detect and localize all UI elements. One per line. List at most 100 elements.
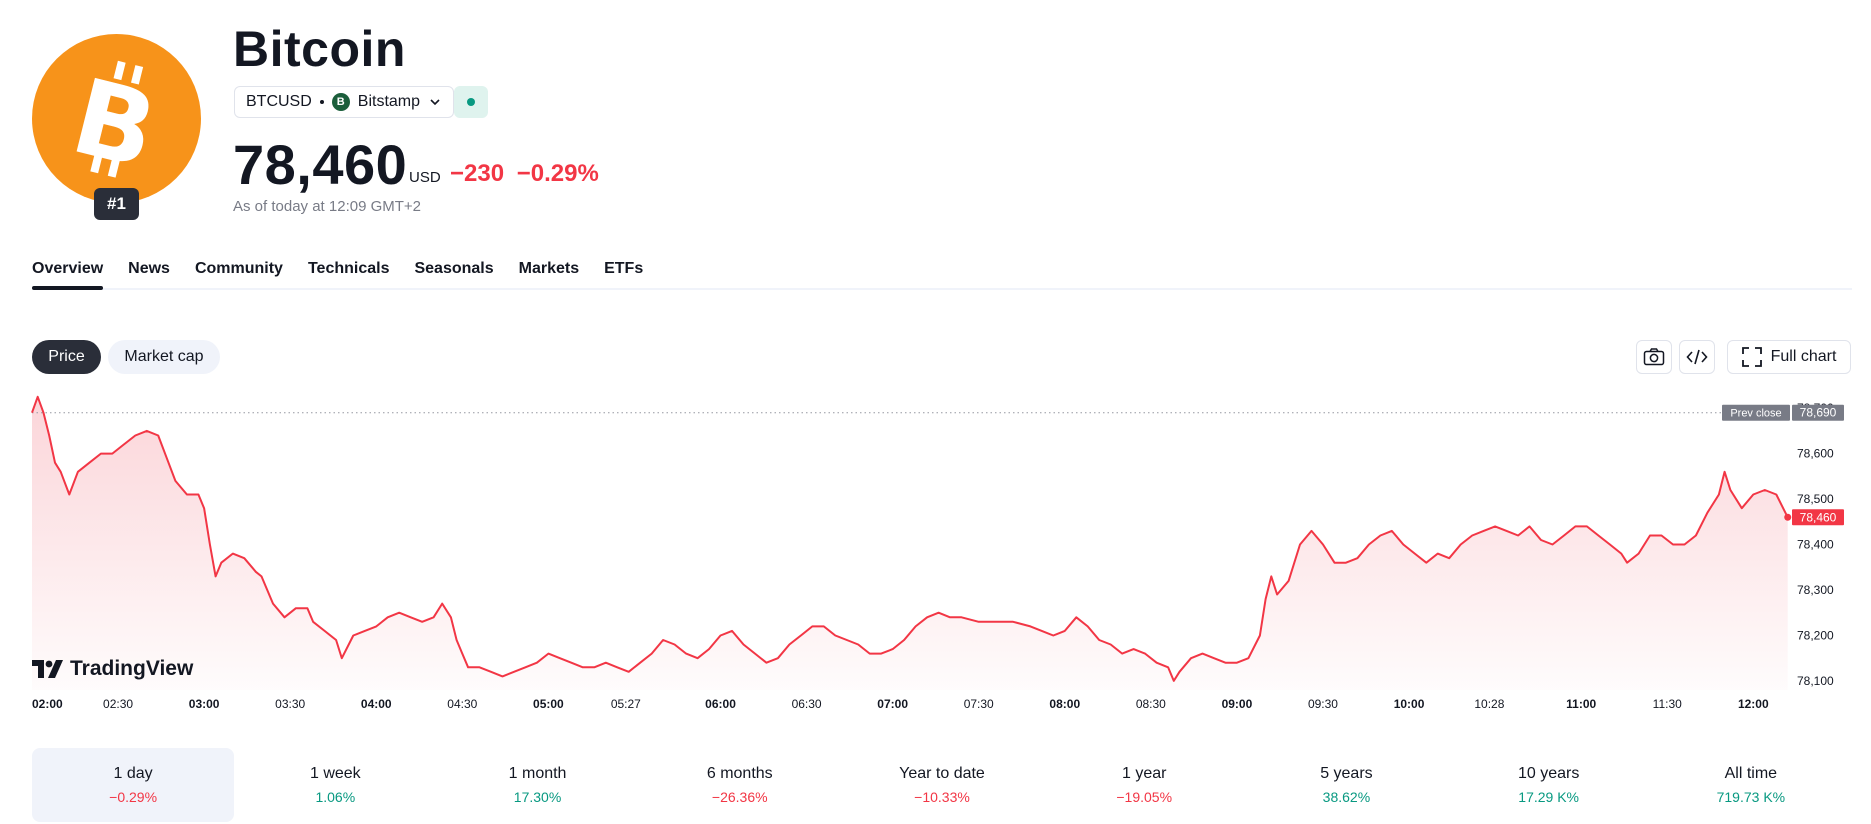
x-tick-label: 10:00	[1394, 697, 1425, 711]
tab-technicals[interactable]: Technicals	[307, 260, 390, 277]
period-1-day[interactable]: 1 day −0.29%	[32, 748, 235, 822]
market-open-dot-icon	[467, 98, 475, 106]
tab-seasonals[interactable]: Seasonals	[414, 260, 494, 277]
period-label: 1 year	[1121, 765, 1167, 782]
x-tick-label: 11:30	[1653, 697, 1682, 711]
period-label: 1 day	[113, 765, 153, 782]
period-label: 6 months	[706, 765, 773, 782]
last-price-tag	[1792, 509, 1844, 526]
bitcoin-icon: B	[32, 34, 201, 203]
x-tick-label: 02:30	[103, 697, 133, 711]
tab-overview[interactable]: Overview	[32, 260, 104, 290]
price-series-line	[31, 395, 1789, 682]
period-year-to-date[interactable]: Year to date −10.33%	[841, 748, 1043, 822]
period-label: 10 years	[1517, 765, 1580, 782]
exchange-label: Bitstamp	[357, 93, 421, 110]
price-change: −230 −0.29%	[450, 160, 599, 188]
period-1-month[interactable]: 1 month 17.30%	[436, 748, 638, 822]
rank-badge: #1	[94, 188, 139, 220]
page-title: Bitcoin	[233, 21, 406, 77]
embed-button[interactable]	[1679, 340, 1715, 374]
x-tick-label: 04:00	[361, 697, 392, 711]
last-price-point	[1784, 513, 1792, 521]
price-toggle-button[interactable]: Price	[32, 340, 101, 374]
camera-icon	[1643, 348, 1665, 366]
period-change: 1.06%	[315, 789, 356, 805]
x-tick-label: 06:30	[792, 697, 822, 711]
y-tick-label: 78,200	[1797, 628, 1834, 642]
period-change: −10.33%	[914, 789, 970, 805]
x-tick-label: 09:30	[1308, 697, 1338, 711]
tab-etfs[interactable]: ETFs	[604, 260, 644, 277]
period-change: −19.05%	[1116, 789, 1173, 805]
tab-news[interactable]: News	[128, 260, 170, 277]
period-label: All time	[1724, 765, 1778, 782]
full-chart-button[interactable]: Full chart	[1727, 340, 1851, 374]
period-5-years[interactable]: 5 years 38.62%	[1245, 748, 1447, 822]
period-change: −0.29%	[109, 789, 158, 805]
x-tick-label: 09:00	[1222, 697, 1253, 711]
y-tick-label: 78,600	[1797, 447, 1834, 461]
separator-dot	[319, 100, 324, 104]
x-tick-label: 10:28	[1474, 697, 1504, 711]
x-tick-label: 05:00	[533, 697, 564, 711]
prev-close-tag	[1722, 404, 1790, 421]
current-price: 78,460	[233, 133, 408, 196]
period-1-week[interactable]: 1 week 1.06%	[234, 748, 436, 822]
market-status-button[interactable]	[454, 86, 488, 118]
x-tick-label: 03:00	[189, 697, 220, 711]
tradingview-logo-icon	[32, 660, 63, 678]
period-label: Year to date	[899, 765, 985, 782]
x-tick-label: 07:00	[877, 697, 908, 711]
x-tick-label: 11:00	[1566, 697, 1596, 711]
period-10-years[interactable]: 10 years 17.29 K%	[1448, 748, 1650, 822]
snapshot-button[interactable]	[1636, 340, 1672, 374]
y-tick-label: 78,400	[1797, 538, 1834, 552]
x-tick-label: 12:00	[1738, 697, 1769, 711]
tab-bar: Overview News Community Technicals Seasonals…	[32, 260, 668, 290]
period-change: 17.29 K%	[1518, 789, 1579, 805]
last-price-value: 78,460	[1800, 510, 1837, 524]
watermark-text: TradingView	[70, 657, 194, 680]
x-tick-label: 07:30	[964, 697, 994, 711]
period-label: 1 month	[508, 765, 567, 782]
as-of-timestamp: As of today at 12:09 GMT+2	[233, 198, 422, 215]
period-6-months[interactable]: 6 months −26.36%	[639, 748, 841, 822]
fullscreen-icon	[1741, 347, 1762, 367]
x-tick-label: 05:27	[611, 697, 641, 711]
tab-markets[interactable]: Markets	[518, 260, 580, 277]
period-change: −26.36%	[711, 789, 768, 805]
period-1-year[interactable]: 1 year −19.05%	[1043, 748, 1245, 822]
market-cap-toggle-button[interactable]: Market cap	[108, 340, 220, 374]
tabs-divider	[32, 288, 1852, 290]
period-selector: 1 day −0.29% 1 week 1.06% 1 month 17.30% 6 mon…	[32, 748, 1852, 822]
x-tick-label: 06:00	[705, 697, 736, 711]
y-tick-label: 78,500	[1797, 492, 1834, 506]
x-tick-label: 08:30	[1136, 697, 1166, 711]
period-label: 1 week	[309, 765, 361, 782]
x-tick-label: 02:00	[32, 697, 63, 711]
change-absolute: −230	[450, 160, 505, 187]
prev-close-value-tag	[1792, 404, 1844, 421]
full-chart-label: Full chart	[1770, 348, 1837, 365]
period-all-time[interactable]: All time 719.73 K%	[1650, 748, 1852, 822]
period-change: 38.62%	[1322, 789, 1371, 805]
symbol-selector[interactable]: BTCUSD B Bitstamp	[234, 86, 455, 118]
tradingview-watermark: TradingView	[32, 657, 193, 681]
code-icon	[1686, 349, 1708, 365]
period-change: 719.73 K%	[1716, 789, 1786, 805]
period-label: 5 years	[1320, 765, 1373, 782]
prev-close-label: Prev close	[1730, 408, 1781, 420]
tab-community[interactable]: Community	[194, 260, 283, 277]
bitstamp-icon: B	[331, 93, 350, 111]
x-tick-label: 08:00	[1049, 697, 1080, 711]
x-tick-label: 03:30	[275, 697, 305, 711]
price-chart[interactable]: 78,70078,60078,50078,40078,30078,20078,1…	[0, 390, 1871, 720]
prev-close-value: 78,690	[1800, 406, 1837, 420]
period-change: 17.30%	[513, 789, 562, 805]
x-tick-label: 04:30	[447, 697, 477, 711]
currency-label: USD	[409, 169, 441, 186]
y-tick-label: 78,100	[1797, 674, 1834, 688]
y-tick-label: 78,300	[1797, 583, 1834, 597]
chevron-down-icon	[430, 99, 440, 106]
